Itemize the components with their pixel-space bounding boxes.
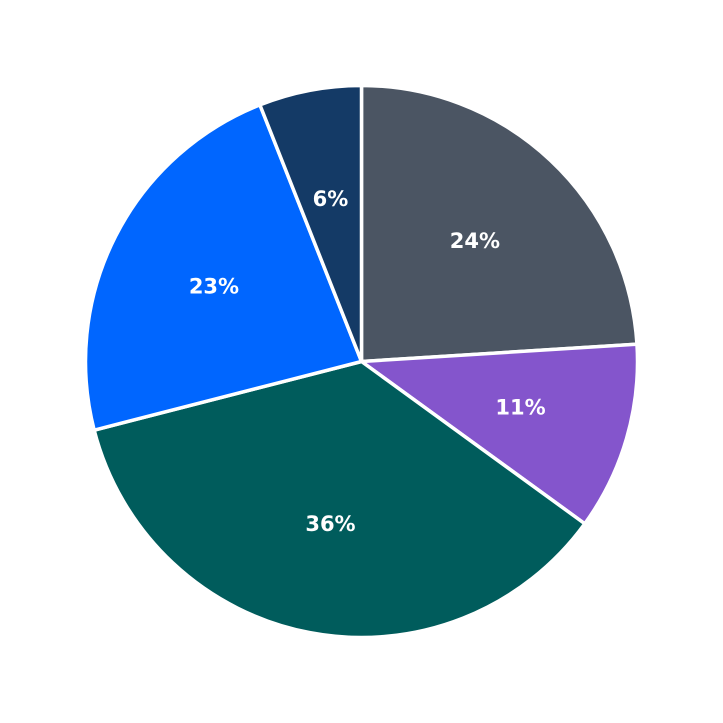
pie-slice-2 [92, 359, 587, 640]
pie-slice-label-3: 23% [189, 274, 239, 298]
pie-slice-label-2: 36% [305, 512, 355, 536]
labels-layer: 24% 11% 36% 23% 6% [189, 187, 546, 536]
pie-slice-label-4: 6% [313, 187, 349, 211]
pie-slice-3 [83, 103, 364, 432]
slices-layer [83, 83, 640, 640]
pie-slice-4 [258, 83, 364, 364]
pie-slice-0 [359, 83, 639, 364]
pie-slice-label-1: 11% [495, 396, 545, 420]
pie-slice-1 [359, 342, 640, 526]
pie-slice-label-0: 24% [450, 229, 500, 253]
